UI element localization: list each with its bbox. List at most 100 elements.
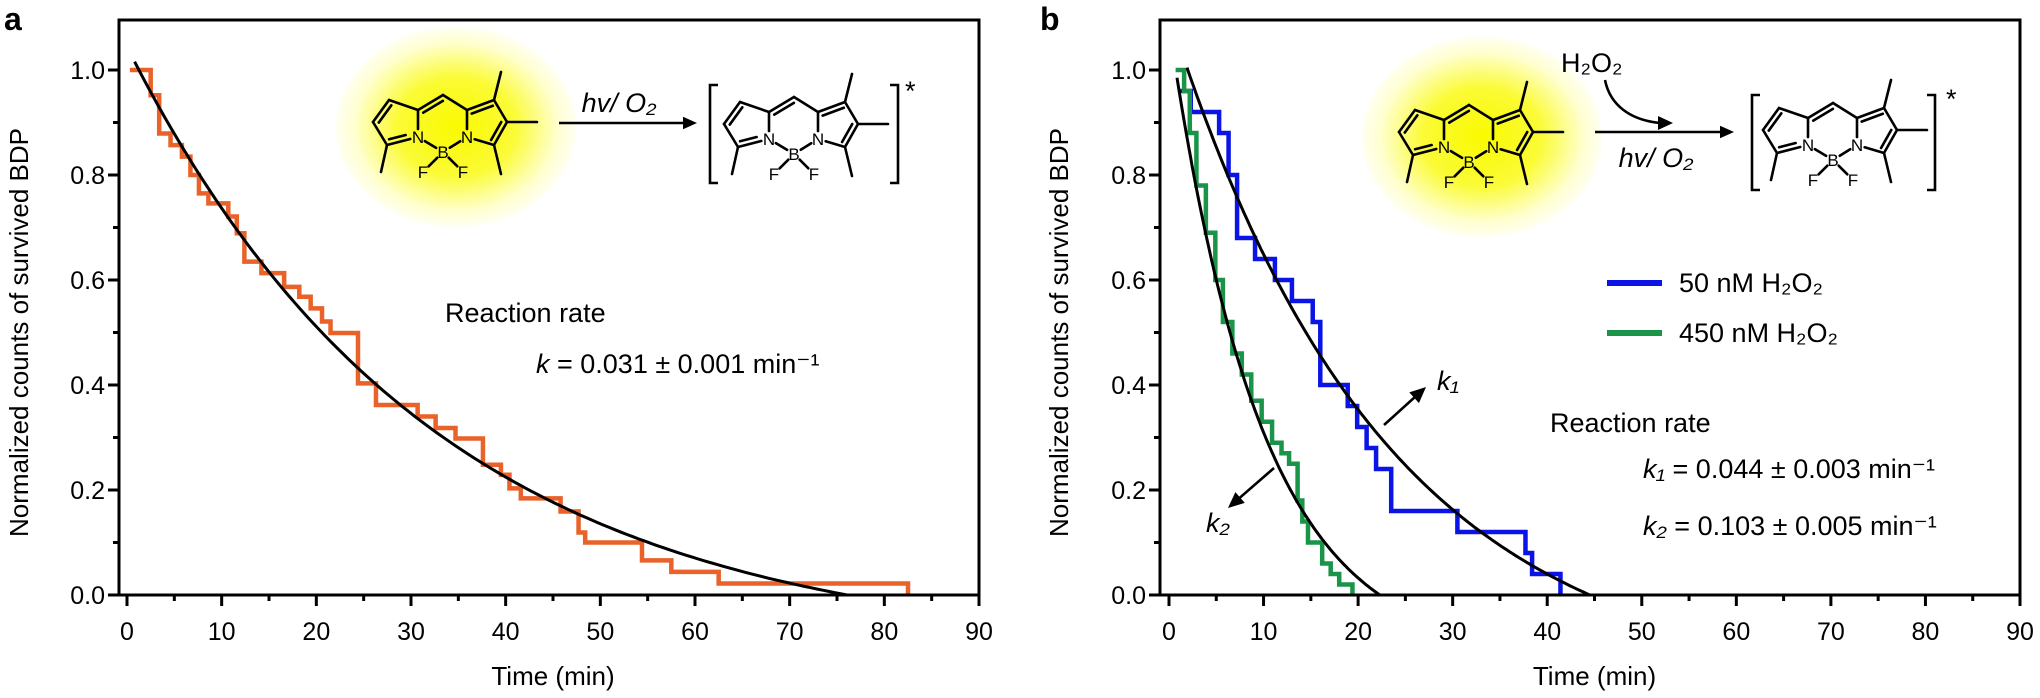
- legend-label-450nm: 450 nM H₂O₂: [1679, 318, 1838, 348]
- y-tick-label: 0.4: [70, 372, 105, 400]
- bond: [1882, 78, 1893, 110]
- double-bond: [1403, 114, 1419, 134]
- step-series-1: [1175, 67, 1355, 595]
- rate-constant-k1: k₁ = 0.044 ± 0.003 min⁻¹: [1643, 454, 1935, 484]
- bond: [774, 141, 789, 152]
- y-tick-label: 0.6: [70, 267, 105, 295]
- x-tick-label: 70: [776, 618, 804, 646]
- legend-label-50nm: 50 nM H₂O₂: [1679, 268, 1823, 298]
- x-tick-label: 40: [1533, 618, 1561, 646]
- bond: [1806, 101, 1835, 120]
- reaction-arrow-b-head: [1720, 125, 1734, 139]
- panel-a: 0.0 0.2 0.4 0.6 0.8 1.0 0 10 20 30 40 50 60 70 80 90 Tim…: [4, 18, 993, 691]
- bond: [379, 143, 389, 174]
- bond: [843, 72, 854, 104]
- bond: [492, 70, 503, 102]
- excited-mark-a: *: [905, 76, 916, 106]
- y-tick-label: 0.0: [1111, 582, 1146, 610]
- bond: [423, 139, 438, 150]
- bond: [843, 122, 860, 149]
- double-bond: [1447, 109, 1471, 124]
- x-axis-title: Time (min): [491, 661, 614, 691]
- bond: [387, 98, 420, 112]
- x-tick-label: 10: [208, 618, 236, 646]
- double-bond: [377, 104, 393, 124]
- double-bond: [772, 101, 796, 116]
- bond: [843, 100, 860, 126]
- y-tick-label: 0.4: [1111, 372, 1146, 400]
- atom-label-B: B: [788, 145, 799, 164]
- atom-label-N: N: [461, 128, 473, 147]
- product-bracket-right-a: [890, 83, 900, 185]
- atom-label-B: B: [437, 143, 448, 162]
- k2-curve-label: k₂: [1206, 508, 1231, 538]
- atom-label-F: F: [809, 165, 819, 184]
- bond: [767, 95, 796, 114]
- bond: [492, 143, 503, 176]
- bond: [1499, 147, 1522, 157]
- bond: [1449, 149, 1464, 160]
- panel-label-b: b: [1040, 1, 1060, 37]
- atom-label-F: F: [458, 163, 468, 182]
- bond: [798, 158, 810, 170]
- atom-label-N: N: [1487, 138, 1499, 157]
- bond: [1405, 153, 1415, 184]
- double-bond: [1879, 128, 1893, 150]
- double-bond: [738, 135, 758, 143]
- double-bond: [728, 106, 744, 126]
- k1-value: = 0.044 ± 0.003 min⁻¹: [1665, 454, 1935, 484]
- reaction-arrow-a-head: [683, 116, 697, 130]
- reaction-rate-label-b: Reaction rate: [1550, 408, 1711, 438]
- atom-label-F: F: [1848, 171, 1858, 190]
- atom-label-N: N: [1802, 136, 1814, 155]
- bond: [1838, 147, 1852, 158]
- y-tick-label: 0.2: [1111, 477, 1146, 505]
- bodipy-product-a: N NBF F: [722, 72, 890, 184]
- reagent-curved-arrow-head: [1658, 116, 1673, 130]
- bond: [1397, 130, 1415, 157]
- x-tick-label: 60: [681, 618, 709, 646]
- double-bond: [489, 120, 503, 142]
- bond: [427, 156, 439, 168]
- x-tick-label: 70: [1817, 618, 1845, 646]
- double-bond: [387, 133, 407, 141]
- x-tick-label: 0: [1162, 618, 1176, 646]
- bond: [792, 95, 820, 114]
- bond: [1775, 145, 1802, 155]
- x-tick-label: 50: [586, 618, 614, 646]
- bond: [1882, 106, 1899, 132]
- bond: [492, 98, 509, 124]
- bond: [1518, 130, 1535, 157]
- k1-pointer-arrow: [1383, 395, 1417, 426]
- bond: [1863, 145, 1886, 155]
- excited-mark-b: *: [1946, 84, 1957, 114]
- double-bond: [1413, 143, 1433, 151]
- k2-pointer-arrow: [1237, 467, 1275, 500]
- bond: [799, 141, 813, 152]
- x-tick-label: 80: [870, 618, 898, 646]
- x-tick-label: 80: [1912, 618, 1940, 646]
- plot-frame: [1158, 18, 2022, 597]
- bond: [1777, 106, 1810, 120]
- bond: [738, 100, 771, 114]
- bond: [778, 158, 790, 170]
- double-bond: [821, 106, 846, 117]
- reagent-curved-arrow: [1603, 79, 1661, 125]
- double-bond: [470, 104, 495, 115]
- k-symbol: k: [536, 349, 551, 379]
- k1-symbol: k₁: [1643, 454, 1665, 484]
- k2-pointer-arrow-head: [1228, 492, 1245, 508]
- y-tick-label: 0.8: [1111, 162, 1146, 190]
- bond: [416, 93, 445, 112]
- bodipy-product-b: N NBF F: [1761, 78, 1929, 190]
- fit-curve-1: [1175, 77, 1381, 597]
- product-bracket-right-b: [1927, 93, 1937, 192]
- x-tick-label: 20: [302, 618, 330, 646]
- atom-label-B: B: [1827, 151, 1838, 170]
- bond: [1761, 106, 1781, 132]
- bodipy-structure-a: N NBF F: [371, 70, 539, 182]
- atom-label-F: F: [418, 163, 428, 182]
- bond: [1491, 108, 1522, 122]
